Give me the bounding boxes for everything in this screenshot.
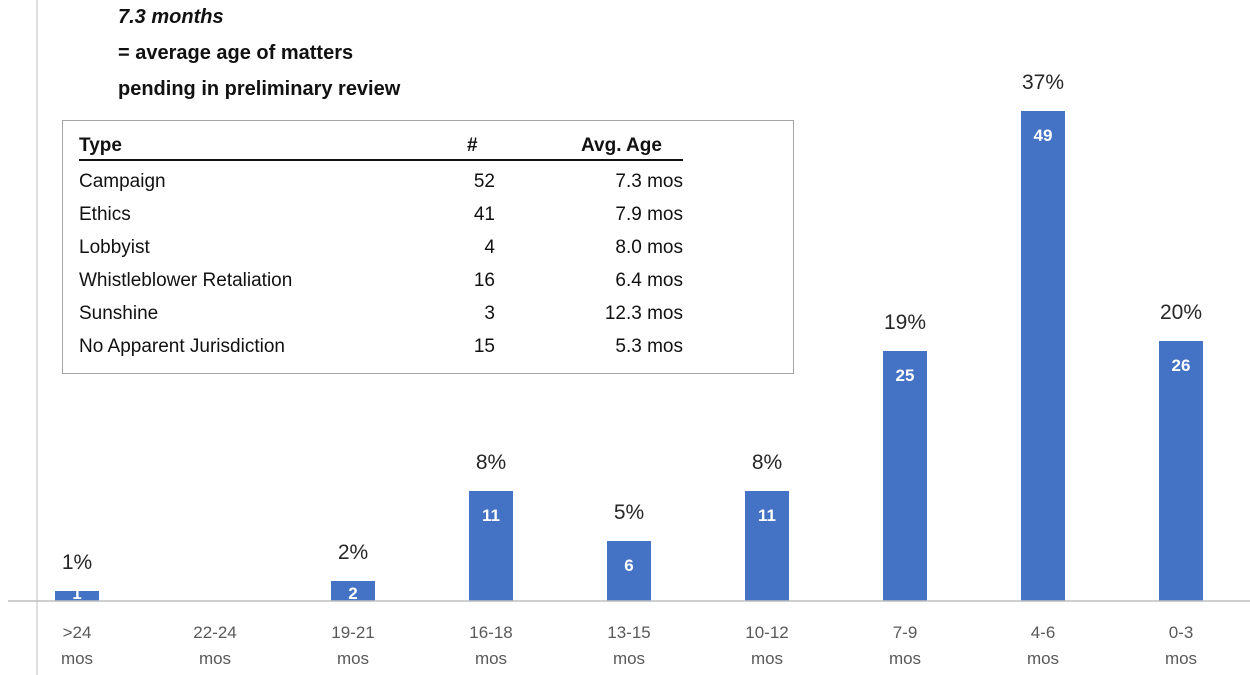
table-header-count: #: [467, 135, 478, 156]
x-axis-tick-label: mos: [889, 649, 921, 668]
x-axis-tick-label: 13-15: [607, 623, 650, 642]
bar-percent-label: 2%: [338, 541, 368, 564]
table-row-avg-age: 7.9 mos: [615, 204, 683, 225]
table-row-avg-age: 12.3 mos: [604, 303, 683, 324]
table-row-count: 3: [484, 303, 495, 324]
summary-table: Type # Avg. Age Campaign 52 7.3 mos Ethics 4…: [62, 120, 794, 374]
x-axis-tick-label: 16-18: [469, 623, 512, 642]
x-axis-tick-label: mos: [751, 649, 783, 668]
bar-percent-label: 19%: [884, 311, 926, 334]
bar-percent-label: 37%: [1022, 71, 1064, 94]
bar: [331, 581, 375, 601]
x-axis-tick-label: 7-9: [893, 623, 918, 642]
table-row-type: Whistleblower Retaliation: [79, 270, 293, 291]
bar-value-label: 6: [624, 556, 633, 575]
x-axis-tick-label: mos: [475, 649, 507, 668]
bar: [1159, 341, 1203, 601]
x-axis-tick-label: mos: [337, 649, 369, 668]
x-axis-tick-label: 10-12: [745, 623, 788, 642]
table-row-count: 4: [484, 237, 495, 258]
summary-subheadline-1: = average age of matters: [118, 42, 354, 64]
table-row-type: No Apparent Jurisdiction: [79, 336, 285, 357]
table-row-avg-age: 7.3 mos: [615, 171, 683, 192]
bar: [883, 351, 927, 601]
bar-percent-label: 1%: [62, 551, 92, 574]
table-row-count: 52: [473, 171, 495, 192]
summary-headline: 7.3 months: [118, 6, 224, 28]
x-axis-tick-label: mos: [1165, 649, 1197, 668]
bar-value-label: 1: [72, 584, 81, 603]
table-row-avg-age: 5.3 mos: [615, 336, 683, 357]
x-axis-tick-label: mos: [1027, 649, 1059, 668]
table-header-avg-age: Avg. Age: [581, 135, 662, 156]
bar: [1021, 111, 1065, 601]
table-row-count: 41: [473, 204, 495, 225]
table-row-avg-age: 8.0 mos: [615, 237, 683, 258]
summary-subheadline-2: pending in preliminary review: [118, 78, 401, 100]
x-axis-tick-label: mos: [199, 649, 231, 668]
table-row-type: Campaign: [79, 171, 166, 192]
bar-percent-label: 20%: [1160, 301, 1202, 324]
table-row-count: 16: [473, 270, 495, 291]
x-axis-tick-label: mos: [613, 649, 645, 668]
bar-value-label: 11: [482, 506, 500, 525]
bar-value-label: 2: [348, 584, 357, 603]
bar: [469, 491, 513, 601]
bar-value-label: 26: [1172, 356, 1191, 375]
table-row-type: Ethics: [79, 204, 131, 225]
x-axis-tick-label: 22-24: [193, 623, 236, 642]
bar-value-label: 25: [896, 366, 915, 385]
x-axis-tick-label: 0-3: [1169, 623, 1194, 642]
bar: [55, 591, 99, 601]
table-row-count: 15: [473, 336, 495, 357]
bar-value-label: 11: [758, 506, 776, 525]
x-axis-tick-label: mos: [61, 649, 93, 668]
x-axis-tick-label: 19-21: [331, 623, 374, 642]
bar-percent-label: 5%: [614, 501, 644, 524]
bar-percent-label: 8%: [752, 451, 782, 474]
bar-percent-label: 8%: [476, 451, 506, 474]
x-axis-tick-label: 4-6: [1031, 623, 1056, 642]
bar: [607, 541, 651, 601]
bar: [745, 491, 789, 601]
table-row-type: Lobbyist: [79, 237, 150, 258]
bar-value-label: 49: [1034, 126, 1053, 145]
table-header-type: Type: [79, 135, 122, 156]
table-row-avg-age: 6.4 mos: [615, 270, 683, 291]
table-row-type: Sunshine: [79, 303, 159, 324]
table-header-rule: [79, 159, 683, 161]
x-axis-tick-label: >24: [63, 623, 92, 642]
